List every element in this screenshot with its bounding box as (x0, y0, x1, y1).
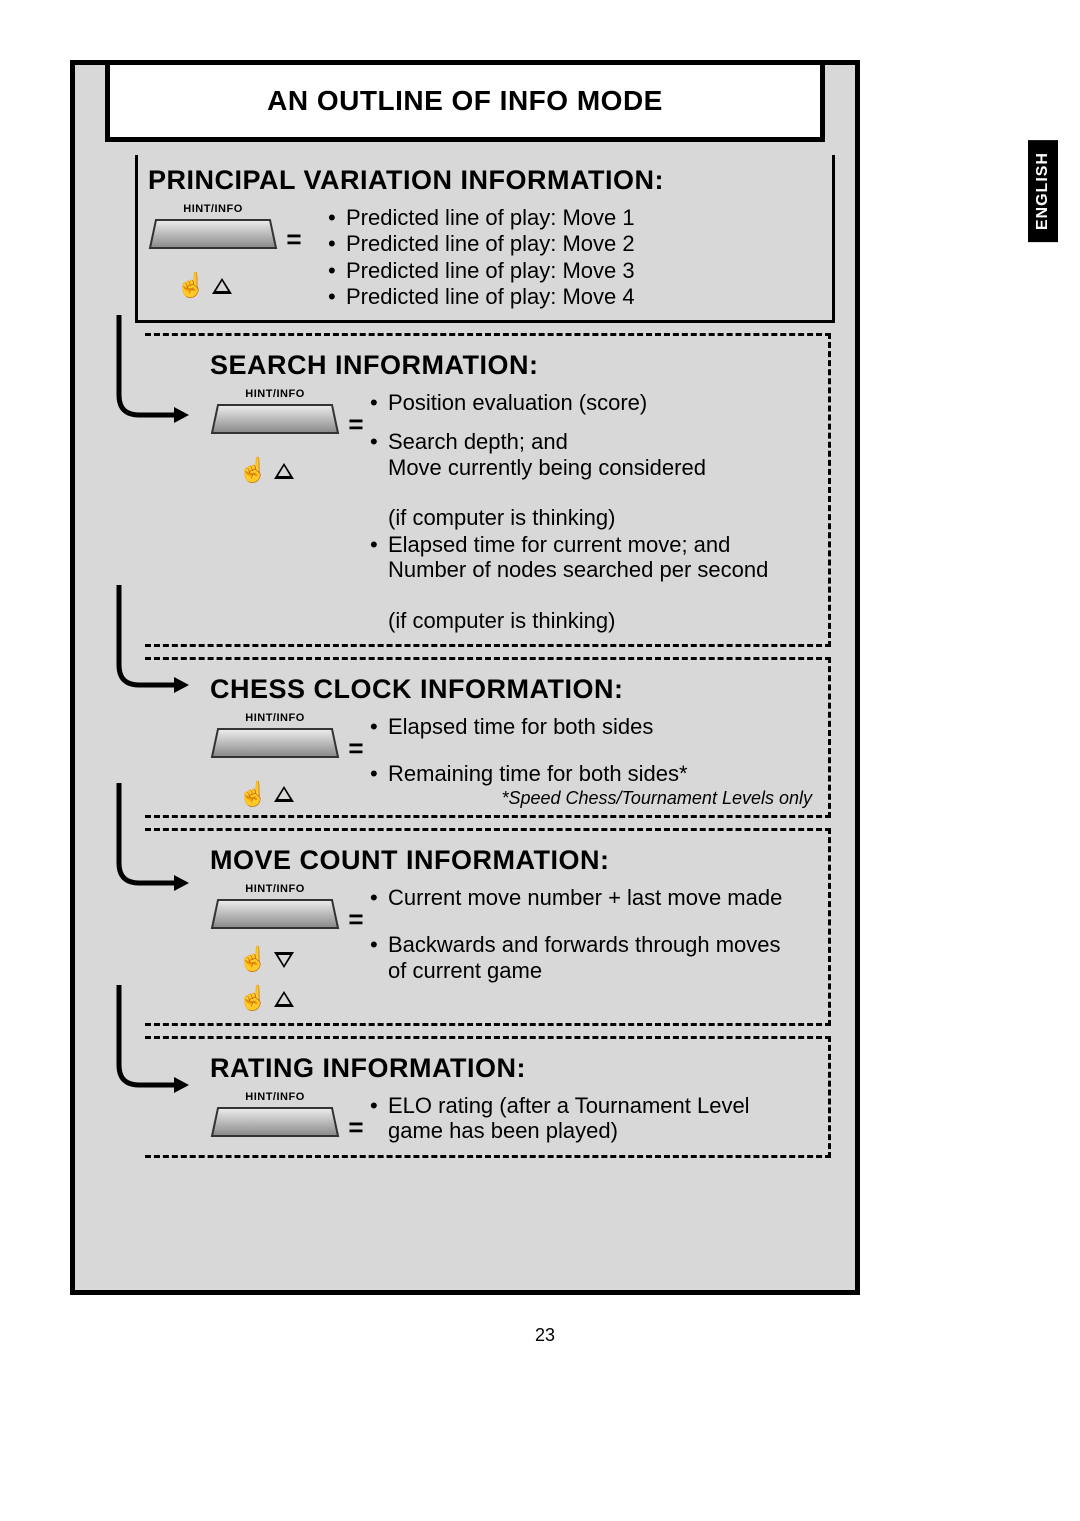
text-column: Position evaluation (score) Search depth… (370, 389, 818, 634)
equals-sign: = (344, 733, 368, 764)
hint-info-button[interactable]: HINT/INFO (210, 1106, 340, 1140)
list-item: Elapsed time for current move; andNumber… (370, 532, 818, 633)
section-principal-variation: PRINCIPAL VARIATION INFORMATION: HINT/IN… (135, 155, 835, 323)
text-column: Elapsed time for both sides Remaining ti… (370, 713, 818, 809)
list-item: Elapsed time for both sides (370, 714, 818, 739)
icon-column: HINT/INFO = ☝ (148, 204, 328, 300)
hand-up-icon: ☝ (176, 271, 232, 300)
title-box: AN OUTLINE OF INFO MODE (105, 60, 825, 142)
page-number: 23 (60, 1325, 1030, 1346)
section-chess-clock: CHESS CLOCK INFORMATION: HINT/INFO = ☝ (145, 657, 831, 818)
connector-arrow (89, 783, 135, 903)
hand-up-icon: ☝ (238, 456, 294, 485)
equals-sign: = (344, 409, 368, 440)
section-heading: MOVE COUNT INFORMATION: (210, 845, 818, 876)
section-heading: RATING INFORMATION: (210, 1053, 818, 1084)
equals-sign: = (344, 904, 368, 935)
language-tab: ENGLISH (1028, 140, 1058, 242)
list-item: Predicted line of play: Move 3 (328, 258, 818, 283)
section-rating: RATING INFORMATION: HINT/INFO = (145, 1036, 831, 1158)
list-item: Position evaluation (score) (370, 390, 818, 415)
list-item: ELO rating (after a Tournament Levelgame… (370, 1093, 818, 1144)
list-item: Predicted line of play: Move 1 (328, 205, 818, 230)
hand-down-icon: ☝ (238, 945, 294, 974)
connector-arrow (89, 585, 135, 705)
list-item: Backwards and forwards through movesof c… (370, 932, 818, 983)
section-search: SEARCH INFORMATION: HINT/INFO = ☝ (145, 333, 831, 647)
list-item: Predicted line of play: Move 2 (328, 231, 818, 256)
list-item: Search depth; andMove currently being co… (370, 429, 818, 530)
list-item: Remaining time for both sides* (370, 761, 818, 786)
section-heading: PRINCIPAL VARIATION INFORMATION: (148, 165, 818, 196)
hand-up-icon: ☝ (238, 780, 294, 809)
hand-up-icon: ☝ (238, 984, 294, 1013)
hint-info-button[interactable]: HINT/INFO (148, 218, 278, 252)
page: ENGLISH AN OUTLINE OF INFO MODE PRINCIPA… (0, 0, 1080, 1521)
section-heading: CHESS CLOCK INFORMATION: (210, 674, 818, 705)
list-item: Current move number + last move made (370, 885, 818, 910)
connector-arrow (89, 315, 135, 435)
list-item: Predicted line of play: Move 4 (328, 284, 818, 309)
text-column: Current move number + last move made Bac… (370, 884, 818, 984)
section-heading: SEARCH INFORMATION: (210, 350, 818, 381)
section-move-count: MOVE COUNT INFORMATION: HINT/INFO = ☝ (145, 828, 831, 1026)
content-area: PRINCIPAL VARIATION INFORMATION: HINT/IN… (75, 155, 855, 1290)
icon-column: HINT/INFO = ☝ (210, 389, 370, 485)
icon-column: HINT/INFO = (210, 1092, 370, 1143)
text-column: ELO rating (after a Tournament Levelgame… (370, 1092, 818, 1145)
connector-arrow (89, 985, 135, 1105)
info-mode-frame: AN OUTLINE OF INFO MODE PRINCIPAL VARIAT… (70, 60, 860, 1295)
hint-info-button[interactable]: HINT/INFO (210, 403, 340, 437)
icon-column: HINT/INFO = ☝ ☝ (210, 884, 370, 1013)
hint-info-button[interactable]: HINT/INFO (210, 898, 340, 932)
text-column: Predicted line of play: Move 1 Predicted… (328, 204, 818, 310)
hint-info-button[interactable]: HINT/INFO (210, 727, 340, 761)
equals-sign: = (282, 224, 306, 255)
icon-column: HINT/INFO = ☝ (210, 713, 370, 809)
footnote: *Speed Chess/Tournament Levels only (370, 788, 818, 809)
equals-sign: = (344, 1112, 368, 1143)
